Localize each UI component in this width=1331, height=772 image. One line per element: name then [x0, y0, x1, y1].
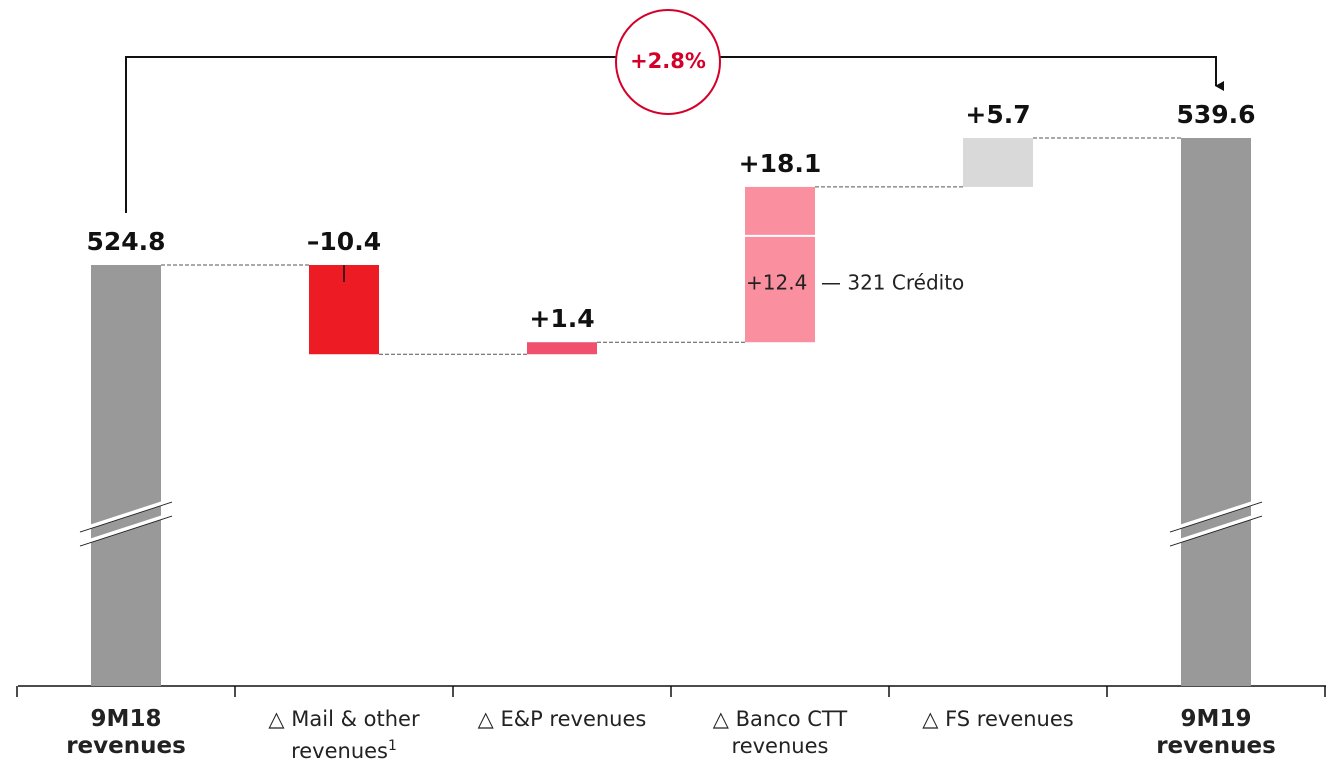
value-label: –10.4: [307, 227, 381, 256]
value-label: +18.1: [739, 149, 822, 178]
bar: [527, 342, 597, 355]
axis-break-edge: [1169, 501, 1263, 533]
x-tick-label: △ Mail & other revenues1: [246, 706, 442, 765]
value-label: +1.4: [529, 304, 594, 333]
category-text: △ FS revenues: [922, 707, 1074, 731]
axis-break: [79, 512, 173, 546]
footnote-ref: 1: [388, 738, 397, 754]
axis-break-edge: [1169, 515, 1263, 547]
bar: [1181, 138, 1251, 687]
category-text: △ E&P revenues: [477, 707, 647, 731]
bar: [963, 138, 1033, 187]
x-tick-label: △ E&P revenues: [464, 706, 660, 733]
category-text: △ Mail & other revenues: [268, 707, 420, 763]
value-label: 524.8: [86, 227, 165, 256]
category-text: 9M18 revenues: [66, 706, 186, 759]
x-tick-label: 9M18 revenues: [28, 706, 224, 760]
x-tick-label: △ FS revenues: [900, 706, 1096, 733]
axis-break: [79, 498, 173, 532]
value-label: 539.6: [1176, 100, 1255, 129]
axis-break: [1169, 512, 1263, 546]
breakdown-text: — 321 Crédito: [821, 271, 964, 295]
x-tick-label: △ Banco CTT revenues: [682, 706, 878, 760]
breakdown-label: +12.4: [746, 271, 807, 295]
x-tick-label: 9M19 revenues: [1118, 706, 1314, 760]
category-text: 9M19 revenues: [1156, 706, 1276, 759]
value-label: +5.7: [965, 100, 1030, 129]
axis-break-edge: [79, 501, 173, 533]
axis-break: [1169, 498, 1263, 532]
category-text: △ Banco CTT revenues: [712, 707, 848, 758]
growth-circle: [615, 9, 721, 115]
axis-break-edge: [79, 515, 173, 547]
bar: [91, 265, 161, 686]
bar: [745, 186, 815, 343]
growth-annotation: +2.8%: [630, 49, 706, 73]
